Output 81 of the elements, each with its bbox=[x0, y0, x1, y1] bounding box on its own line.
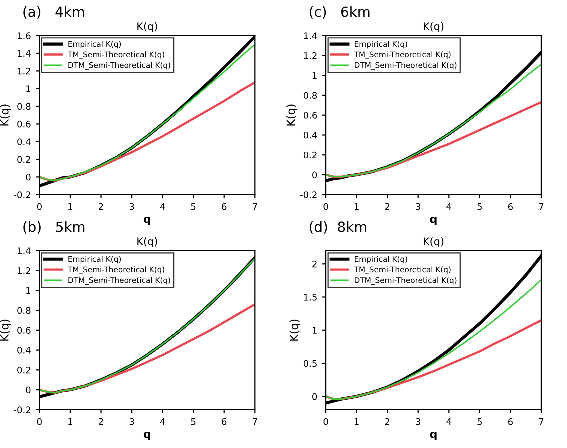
x-tick-label: 7 bbox=[539, 203, 544, 210]
y-tick-label: 1.4 bbox=[18, 50, 31, 57]
text: (b) 5km bbox=[24, 222, 85, 234]
x-tick-label: 2 bbox=[99, 418, 104, 426]
x-tick-label: 4 bbox=[446, 418, 452, 426]
y-tick-label: 1.4 bbox=[18, 248, 31, 254]
y-axis-title: K(q) bbox=[0, 104, 11, 126]
text: (d) 8km bbox=[310, 222, 366, 234]
y-tick-label: 2 bbox=[312, 260, 317, 268]
y-tick-label: 0 bbox=[312, 172, 318, 179]
x-tick-label: 5 bbox=[478, 418, 482, 426]
y-tick-label: 0.6 bbox=[18, 327, 31, 334]
y-tick-label: -0.2 bbox=[14, 406, 30, 414]
y-tick-label: 0.2 bbox=[304, 152, 317, 159]
y-tick-label: -0.2 bbox=[14, 192, 30, 198]
y-axis-title: K(q) bbox=[0, 320, 11, 341]
x-tick-label: 2 bbox=[385, 203, 390, 210]
x-tick-label: 5 bbox=[191, 203, 196, 210]
x-tick-label: 0 bbox=[324, 418, 328, 426]
y-tick-label: 0.4 bbox=[18, 347, 31, 354]
x-tick-label: 6 bbox=[222, 203, 227, 210]
x-tick-label: 6 bbox=[508, 418, 514, 426]
x-tick-label: 0 bbox=[37, 418, 42, 426]
y-tick-label: 1 bbox=[312, 72, 317, 80]
x-tick-label: 7 bbox=[253, 418, 258, 426]
y-tick-label: 0 bbox=[312, 393, 318, 400]
x-axis-title: q bbox=[430, 432, 437, 441]
y-axis-title: K(q) bbox=[290, 320, 301, 341]
chart-title: K(q) bbox=[424, 237, 444, 248]
x-tick-label: 4 bbox=[160, 203, 166, 210]
x-tick-label: 1 bbox=[68, 203, 73, 210]
y-tick-label: 0.6 bbox=[18, 120, 31, 128]
y-tick-label: 1.2 bbox=[18, 68, 30, 75]
y-tick-label: 1.2 bbox=[304, 52, 317, 60]
x-tick-label: 3 bbox=[130, 418, 134, 426]
y-tick-label: 0.4 bbox=[18, 138, 31, 146]
x-tick-label: 6 bbox=[222, 418, 227, 426]
chart-title: K(q) bbox=[138, 22, 158, 32]
y-tick-label: 0.4 bbox=[304, 132, 318, 139]
y-tick-label: 1.6 bbox=[18, 32, 31, 40]
y-tick-label: 0.2 bbox=[18, 156, 30, 164]
y-tick-label: 1.2 bbox=[18, 267, 30, 274]
x-tick-label: 1 bbox=[354, 418, 359, 426]
y-tick-label: 0.8 bbox=[18, 103, 31, 110]
x-tick-label: 1 bbox=[354, 203, 359, 210]
text: (c) 6km bbox=[310, 6, 370, 19]
x-tick-label: 3 bbox=[130, 203, 134, 210]
x-axis-title: q bbox=[430, 216, 437, 226]
x-tick-label: 4 bbox=[160, 418, 166, 426]
chart-title: K(q) bbox=[138, 237, 158, 248]
y-tick-label: 0.6 bbox=[304, 112, 318, 119]
y-tick-label: 0.2 bbox=[18, 366, 30, 374]
x-tick-label: 7 bbox=[253, 203, 258, 210]
x-tick-label: 0 bbox=[37, 203, 42, 210]
x-axis-title: q bbox=[144, 432, 150, 441]
y-tick-label: -0.2 bbox=[300, 192, 317, 198]
x-tick-label: 5 bbox=[191, 418, 196, 426]
x-tick-label: 4 bbox=[446, 203, 452, 210]
x-tick-label: 3 bbox=[416, 203, 421, 210]
x-tick-label: 0 bbox=[324, 203, 328, 210]
y-tick-label: 0.8 bbox=[304, 92, 318, 100]
y-tick-label: 0 bbox=[26, 174, 31, 181]
x-tick-label: 5 bbox=[478, 203, 482, 210]
y-tick-label: 1.5 bbox=[304, 294, 317, 301]
x-tick-label: 2 bbox=[99, 203, 104, 210]
y-axis-title: K(q) bbox=[286, 104, 298, 126]
y-tick-label: 1 bbox=[26, 86, 31, 92]
x-tick-label: 1 bbox=[68, 418, 73, 426]
y-tick-label: 1 bbox=[26, 287, 31, 294]
x-tick-label: 2 bbox=[385, 418, 390, 426]
text: (a) 4km bbox=[24, 6, 84, 19]
y-tick-label: 0.5 bbox=[304, 360, 317, 368]
chart-title: K(q) bbox=[424, 22, 444, 32]
x-tick-label: 7 bbox=[539, 418, 544, 426]
x-tick-label: 6 bbox=[508, 203, 514, 210]
y-tick-label: 0 bbox=[26, 386, 31, 394]
x-tick-label: 3 bbox=[416, 418, 421, 426]
y-tick-label: 0.8 bbox=[18, 307, 31, 314]
x-axis-title: q bbox=[144, 216, 150, 226]
y-tick-label: 1.4 bbox=[304, 32, 318, 40]
y-tick-label: 1 bbox=[312, 327, 317, 334]
